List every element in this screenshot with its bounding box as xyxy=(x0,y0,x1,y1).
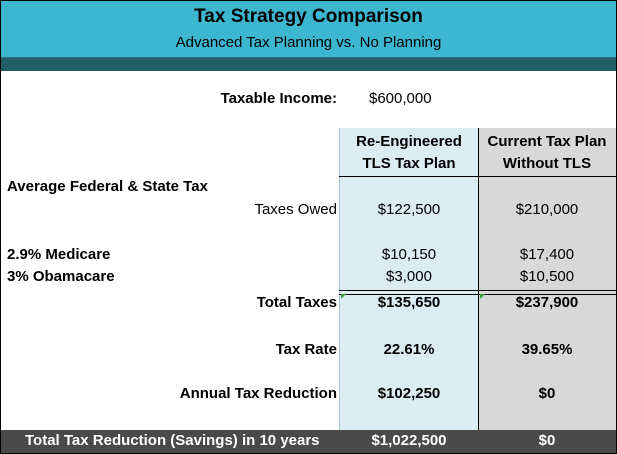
plan-a-header-line2: TLS Tax Plan xyxy=(362,155,456,172)
annual-reduction-plan-a: $102,250 xyxy=(377,385,441,402)
plan-b-header: Current Tax Plan Without TLS xyxy=(478,131,616,175)
banner-divider xyxy=(1,58,616,71)
taxable-income-label: Taxable Income: xyxy=(220,90,337,107)
total-taxes-label: Total Taxes xyxy=(256,294,337,311)
header-divider xyxy=(339,176,616,177)
obamacare-plan-a: $3,000 xyxy=(386,268,432,285)
cell-marker-icon xyxy=(341,294,346,299)
total-divider xyxy=(339,290,616,295)
taxable-income-value: $600,000 xyxy=(369,90,432,107)
ten-year-savings-row: Total Tax Reduction (Savings) in 10 year… xyxy=(1,430,616,453)
taxes-owed-plan-b: $210,000 xyxy=(515,201,579,218)
annual-reduction-label: Annual Tax Reduction xyxy=(179,385,337,402)
title-banner: Tax Strategy Comparison Advanced Tax Pla… xyxy=(1,1,616,58)
plan-a-column xyxy=(339,128,478,430)
ten-year-savings-label: Total Tax Reduction (Savings) in 10 year… xyxy=(25,432,320,449)
obamacare-label: 3% Obamacare xyxy=(7,268,115,285)
plan-a-header: Re-Engineered TLS Tax Plan xyxy=(340,131,478,175)
taxes-owed-plan-a: $122,500 xyxy=(377,201,441,218)
tax-rate-label: Tax Rate xyxy=(275,341,337,358)
obamacare-plan-b: $10,500 xyxy=(519,268,575,285)
medicare-plan-b: $17,400 xyxy=(519,246,575,263)
taxes-owed-label: Taxes Owed xyxy=(254,201,337,218)
cell-marker-icon xyxy=(480,294,485,299)
tax-rate-plan-a: 22.61% xyxy=(383,341,435,358)
medicare-label: 2.9% Medicare xyxy=(7,246,111,263)
tax-rate-plan-b: 39.65% xyxy=(521,341,573,358)
ten-year-savings-plan-a: $1,022,500 xyxy=(371,432,447,449)
total-taxes-plan-b: $237,900 xyxy=(515,294,579,311)
page-title: Tax Strategy Comparison xyxy=(194,6,423,27)
plan-a-header-line1: Re-Engineered xyxy=(356,133,462,150)
plan-b-header-line1: Current Tax Plan xyxy=(487,133,607,150)
annual-reduction-plan-b: $0 xyxy=(538,385,556,402)
plan-b-column xyxy=(478,128,616,430)
ten-year-savings-plan-b: $0 xyxy=(538,432,556,449)
federal-state-section-label: Average Federal & State Tax xyxy=(7,178,208,195)
medicare-plan-a: $10,150 xyxy=(381,246,437,263)
total-taxes-plan-a: $135,650 xyxy=(377,294,441,311)
plan-b-header-line2: Without TLS xyxy=(502,155,592,172)
page-subtitle: Advanced Tax Planning vs. No Planning xyxy=(175,34,442,51)
